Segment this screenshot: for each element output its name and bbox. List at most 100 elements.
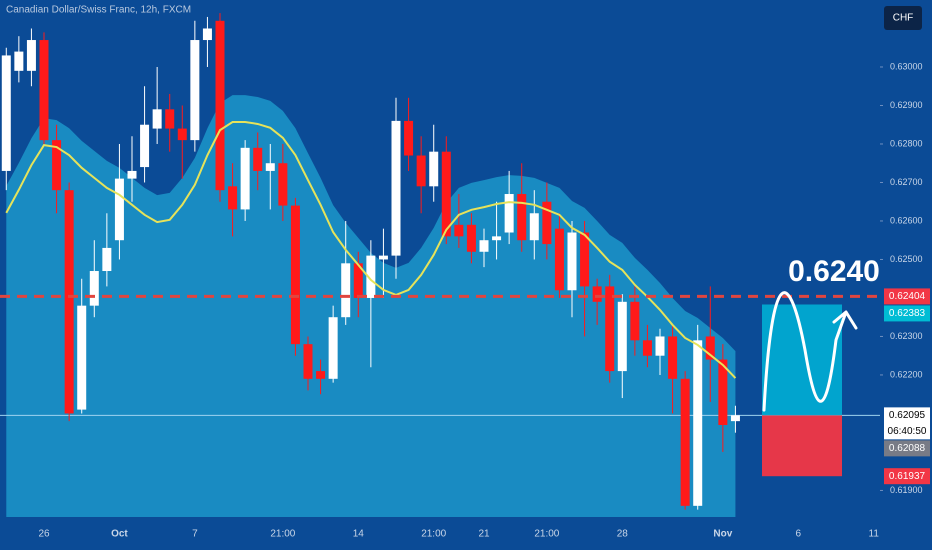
x-tick-label: 21:00 — [534, 529, 559, 540]
x-tick-label: 7 — [192, 529, 198, 540]
candle-body — [366, 255, 376, 298]
x-tick-label: Nov — [713, 529, 732, 540]
y-tick-label: 0.62800 — [890, 138, 923, 148]
candle-body — [303, 344, 313, 379]
candle-body — [668, 336, 678, 379]
x-tick-label: 6 — [796, 529, 802, 540]
plot — [0, 13, 880, 517]
price-label-box — [884, 305, 930, 322]
candle-body — [378, 255, 388, 260]
candle-body — [655, 336, 665, 356]
x-tick-label: 21 — [478, 529, 490, 540]
candle-body — [77, 305, 87, 410]
candle-body — [328, 317, 338, 379]
candle-body — [517, 194, 527, 241]
candle-body — [240, 147, 250, 210]
candle-body — [353, 263, 363, 298]
candle-body — [404, 120, 414, 156]
candle-body — [290, 205, 300, 345]
candle-body — [542, 201, 552, 245]
candle-body — [605, 286, 615, 372]
candle-body — [228, 186, 238, 210]
countdown-label: 06:40:50 — [888, 426, 927, 437]
candle-body — [341, 263, 351, 318]
candle-body — [52, 140, 62, 191]
candle-body — [127, 170, 137, 179]
candle-body — [152, 109, 162, 129]
candle-body — [416, 155, 426, 187]
candle-body — [177, 128, 187, 141]
currency-button[interactable] — [884, 6, 922, 30]
candle-body — [64, 190, 74, 414]
candle-body — [1, 55, 11, 171]
candle-body — [730, 415, 740, 422]
price-label: 0.62404 — [889, 291, 926, 302]
candle-body — [89, 271, 99, 306]
candle-body — [693, 340, 703, 506]
currency-label[interactable]: CHF — [893, 13, 914, 24]
price-label-box — [884, 407, 930, 440]
y-tick-label: 0.62500 — [890, 254, 923, 264]
candle-body — [39, 40, 49, 141]
price-label: 0.62095 — [889, 410, 926, 421]
candle-body — [492, 236, 502, 241]
wave-arrow — [762, 291, 858, 412]
candle-body — [265, 163, 275, 171]
candle-body — [441, 151, 451, 237]
y-tick-label: 0.62900 — [890, 100, 923, 110]
candle-body — [592, 286, 602, 302]
candle-body — [253, 147, 263, 171]
candle-body — [165, 109, 175, 129]
candle-body — [466, 224, 476, 252]
price-label: 0.62088 — [889, 443, 926, 454]
candle-body — [202, 28, 212, 41]
x-tick-label: 21:00 — [421, 529, 446, 540]
candle-body — [680, 378, 690, 506]
candle-body — [14, 51, 24, 71]
price-label: 0.62383 — [889, 308, 926, 319]
y-tick-label: 0.62200 — [890, 369, 923, 379]
x-tick-label: 21:00 — [270, 529, 295, 540]
candle-body — [391, 120, 401, 256]
chart-title: Canadian Dollar/Swiss Franc, 12h, FXCM — [6, 5, 191, 16]
candle-body — [140, 124, 150, 168]
candle-body — [479, 240, 489, 252]
y-tick-label: 0.62600 — [890, 215, 923, 225]
overlay — [0, 291, 880, 477]
x-tick-label: 11 — [869, 529, 880, 540]
candle-body — [642, 340, 652, 356]
moving-average — [5, 121, 737, 379]
candle-body — [554, 228, 564, 291]
candle-body — [429, 151, 439, 187]
x-tick-label: 28 — [617, 529, 629, 540]
price-label-box — [884, 288, 930, 305]
candle-body — [190, 40, 200, 141]
candle-body — [567, 232, 577, 291]
candle-body — [278, 163, 288, 206]
candle-body — [26, 40, 36, 71]
candle-body — [114, 178, 124, 241]
x-tick-label: Oct — [111, 529, 128, 540]
candle-body — [580, 232, 590, 287]
candle-body — [617, 301, 627, 372]
target-box — [762, 304, 842, 416]
candle-body — [630, 301, 640, 341]
candle-body — [316, 371, 326, 379]
price-label: 0.61937 — [889, 471, 926, 482]
candle-body — [718, 359, 728, 425]
x-tick-label: 14 — [353, 529, 365, 540]
annotation: 0.6240 — [788, 255, 880, 288]
candle-body — [529, 213, 539, 241]
y-tick-label: 0.61900 — [890, 485, 923, 495]
y-tick-label: 0.62300 — [890, 331, 923, 341]
x-tick-label: 26 — [38, 529, 50, 540]
candle-body — [705, 336, 715, 360]
candle-body — [102, 247, 112, 272]
stop-box — [762, 415, 842, 477]
candle-body — [215, 20, 225, 191]
price-label-box — [884, 468, 930, 485]
candle-body — [454, 224, 464, 237]
y-tick-label: 0.62700 — [890, 177, 923, 187]
